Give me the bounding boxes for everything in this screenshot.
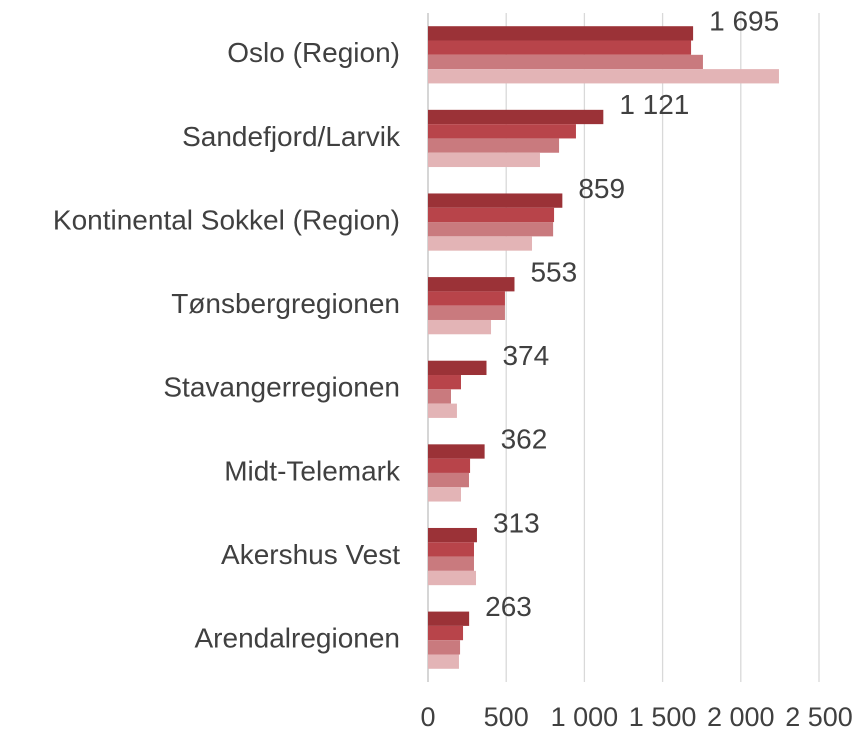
bar [428,236,533,251]
category-label: Akershus Vest [221,539,400,570]
bar [428,138,560,153]
data-label: 1 121 [619,89,689,120]
bar [428,654,459,669]
data-label: 553 [530,256,577,287]
category-label: Arendalregionen [195,623,401,654]
bar [428,26,694,41]
data-label: 313 [493,507,540,538]
data-label: 263 [485,591,532,622]
bar [428,291,505,306]
bar [428,193,563,208]
category-label: Tønsbergregionen [171,288,400,319]
bar [428,625,464,641]
bar [428,152,540,168]
data-label: 1 695 [709,6,779,37]
bar [428,360,487,376]
x-tick-label: 2 000 [707,702,775,732]
bar [428,319,492,335]
x-tick-label: 1 500 [629,702,697,732]
bar [428,54,703,70]
bar [428,403,457,418]
bar [428,542,474,557]
bar [428,527,477,543]
bar [428,640,461,655]
category-label: Kontinental Sokkel (Region) [53,204,400,235]
x-tick-label: 1 000 [551,702,619,732]
x-tick-label: 0 [420,702,435,732]
bar [428,611,470,626]
category-label: Midt-Telemark [224,455,401,486]
category-label: Stavangerregionen [163,372,400,403]
bar [428,69,779,84]
bar [428,458,471,473]
bar [428,109,604,125]
data-label: 362 [501,424,548,455]
bar [428,472,469,488]
bar [428,556,474,571]
data-label: 859 [578,173,625,204]
bar [428,444,485,459]
x-tick-label: 500 [484,702,529,732]
data-label: 374 [502,340,549,371]
x-tick-label: 2 500 [785,702,853,732]
bar [428,124,576,139]
bar [428,389,451,404]
category-label: Oslo (Region) [227,37,400,68]
bar [428,222,554,237]
bar [428,277,515,292]
bar [428,375,462,390]
category-label: Sandefjord/Larvik [182,121,401,152]
bar [428,207,555,223]
bar [428,570,477,586]
bar [428,40,692,55]
bar [428,487,462,502]
bar [428,305,505,320]
